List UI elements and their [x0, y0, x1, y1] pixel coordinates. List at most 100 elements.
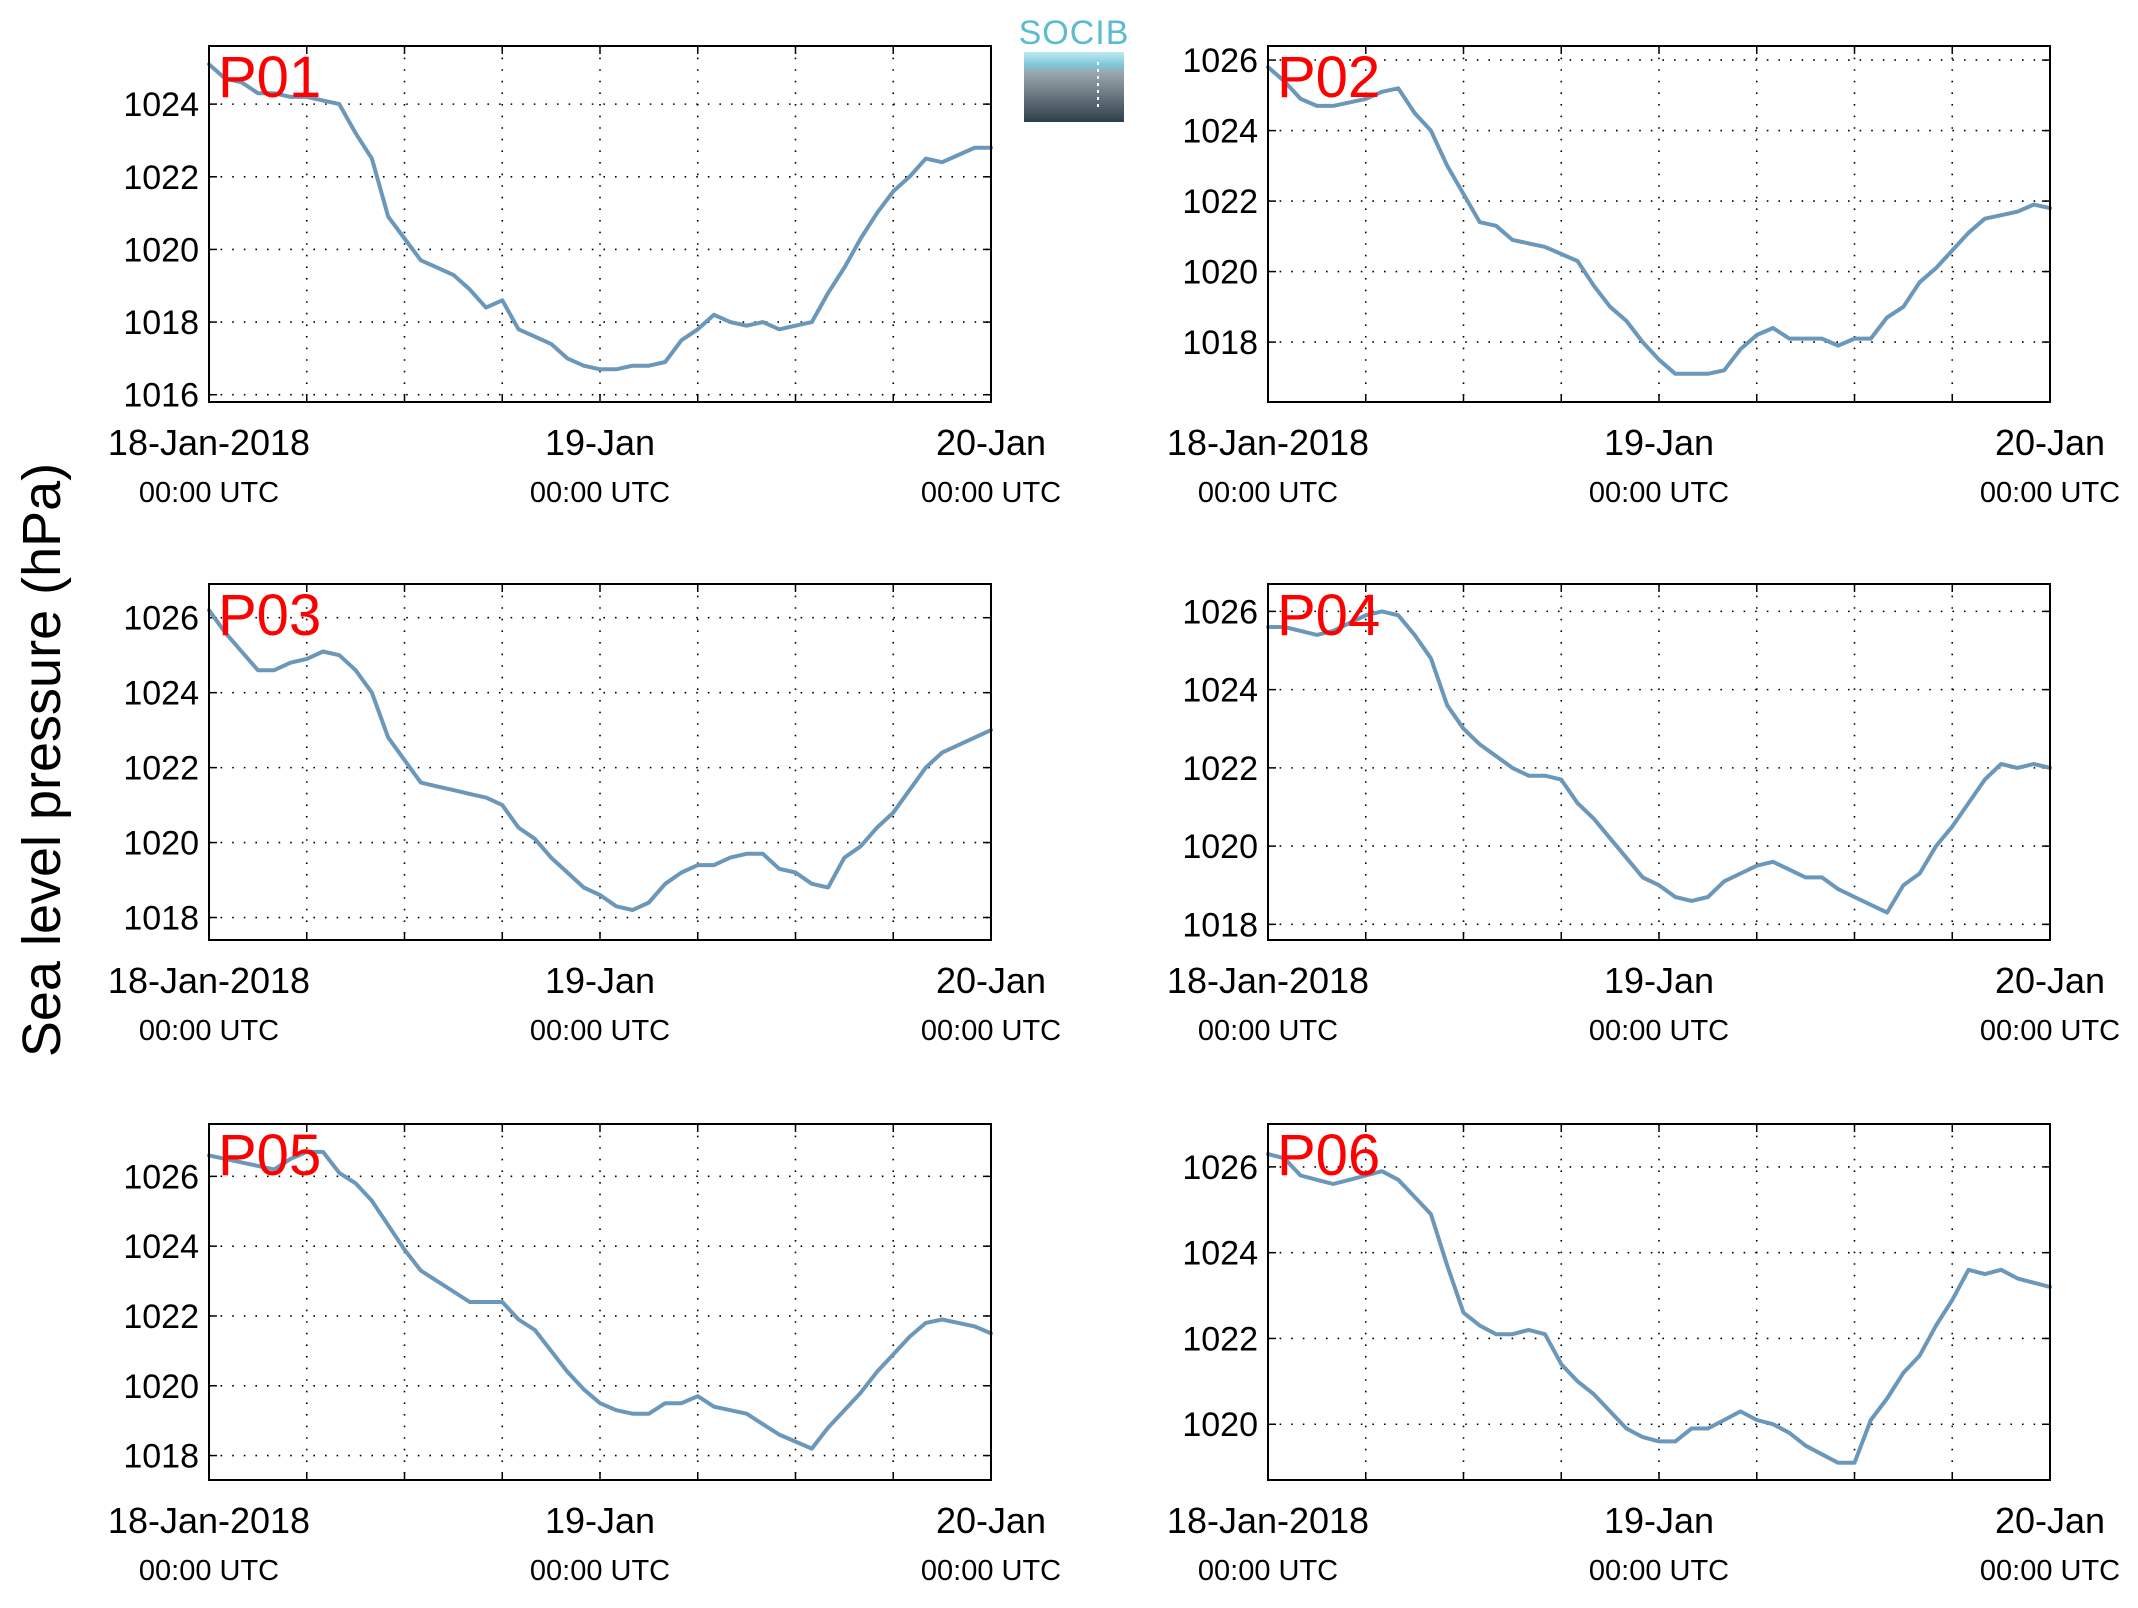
x-tick-label: 19-Jan	[1604, 960, 1714, 1001]
x-tick-label: 20-Jan	[1995, 422, 2105, 463]
y-tick-label: 1024	[123, 1228, 199, 1266]
series-line	[207, 62, 993, 372]
y-tick-label: 1026	[123, 1158, 199, 1196]
grid	[209, 1124, 991, 1480]
x-tick-label: 19-Jan	[545, 422, 655, 463]
grid	[1268, 1124, 2050, 1480]
series-line	[1266, 609, 2052, 915]
axes-frame	[1267, 583, 2051, 941]
panel-p02: 1018 1020 1022 1024 1026 18-Jan-2018 00:00 UTC…	[1167, 42, 2120, 509]
series-line	[1266, 1152, 2052, 1465]
y-tick-label: 1024	[1182, 672, 1258, 710]
y-tick-label: 1022	[1182, 750, 1258, 788]
x-tick-sublabel: 00:00 UTC	[530, 1555, 670, 1587]
y-tick-label: 1022	[123, 750, 199, 788]
x-tick-sublabel: 00:00 UTC	[921, 1015, 1061, 1047]
y-tick-label: 1022	[123, 159, 199, 197]
y-tick-label: 1020	[1182, 828, 1258, 866]
panel-label: P04	[1277, 583, 1380, 648]
logo-wave-block	[1024, 52, 1124, 122]
x-tick-label: 20-Jan	[936, 960, 1046, 1001]
x-tick-label: 18-Jan-2018	[108, 960, 310, 1001]
grid	[1268, 46, 2050, 402]
y-tick-label: 1022	[1182, 1320, 1258, 1358]
y-tick-label: 1024	[123, 675, 199, 713]
x-tick-label: 18-Jan-2018	[1167, 1500, 1369, 1541]
x-tick-sublabel: 00:00 UTC	[1980, 477, 2120, 509]
x-tick-sublabel: 00:00 UTC	[1980, 1555, 2120, 1587]
y-tick-label: 1024	[1182, 113, 1258, 151]
x-tick-sublabel: 00:00 UTC	[1198, 1555, 1338, 1587]
x-tick-label: 18-Jan-2018	[108, 422, 310, 463]
y-tick-label: 1026	[1182, 42, 1258, 80]
panel-p06: 1020 1022 1024 1026 18-Jan-2018 00:00 UTC 19-J…	[1167, 1123, 2120, 1587]
x-tick-label: 19-Jan	[1604, 422, 1714, 463]
x-tick-sublabel: 00:00 UTC	[530, 477, 670, 509]
y-tick-label: 1026	[1182, 1149, 1258, 1187]
y-tick-label: 1022	[1182, 183, 1258, 221]
x-tick-sublabel: 00:00 UTC	[1198, 477, 1338, 509]
y-tick-label: 1018	[123, 1438, 199, 1476]
x-tick-sublabel: 00:00 UTC	[1589, 477, 1729, 509]
x-tick-label: 20-Jan	[936, 422, 1046, 463]
x-tick-label: 20-Jan	[936, 1500, 1046, 1541]
panel-p05: 1018 1020 1022 1024 1026 18-Jan-2018 00:00 UTC…	[108, 1123, 1061, 1587]
y-tick-label: 1016	[123, 377, 199, 415]
axes-frame	[208, 1123, 992, 1481]
panel-p01: 1016 1018 1020 1022 1024 18-Jan-2018 00:00 UTC…	[108, 45, 1061, 509]
x-tick-label: 18-Jan-2018	[1167, 422, 1369, 463]
y-tick-label: 1018	[1182, 324, 1258, 362]
x-tick-sublabel: 00:00 UTC	[921, 477, 1061, 509]
x-tick-sublabel: 00:00 UTC	[1198, 1015, 1338, 1047]
x-tick-sublabel: 00:00 UTC	[530, 1015, 670, 1047]
panel-p03: 1018 1020 1022 1024 1026 18-Jan-2018 00:00 UTC…	[108, 583, 1061, 1047]
x-tick-sublabel: 00:00 UTC	[921, 1555, 1061, 1587]
x-tick-label: 19-Jan	[545, 1500, 655, 1541]
y-tick-label: 1024	[123, 86, 199, 124]
grid	[209, 46, 991, 402]
x-tick-sublabel: 00:00 UTC	[1589, 1555, 1729, 1587]
series-line	[207, 608, 993, 912]
y-tick-label: 1018	[123, 900, 199, 938]
y-tick-label: 1020	[1182, 1406, 1258, 1444]
x-tick-label: 20-Jan	[1995, 960, 2105, 1001]
logo-text: SOCIB	[1019, 14, 1130, 52]
axes-frame	[1267, 45, 2051, 403]
y-tick-label: 1020	[123, 231, 199, 269]
y-tick-label: 1018	[123, 304, 199, 342]
panels: 1016 1018 1020 1022 1024 18-Jan-2018 00:00 UTC…	[108, 42, 2120, 1587]
x-tick-label: 20-Jan	[1995, 1500, 2105, 1541]
x-tick-sublabel: 00:00 UTC	[139, 477, 279, 509]
panel-label: P05	[218, 1123, 321, 1188]
series-line	[207, 1149, 993, 1451]
x-tick-sublabel: 00:00 UTC	[1589, 1015, 1729, 1047]
y-tick-label: 1026	[1182, 593, 1258, 631]
x-tick-sublabel: 00:00 UTC	[1980, 1015, 2120, 1047]
axes-frame	[1267, 1123, 2051, 1481]
y-tick-label: 1026	[123, 600, 199, 638]
axes-frame	[208, 583, 992, 941]
panel-label: P02	[1277, 45, 1380, 110]
y-tick-label: 1020	[1182, 254, 1258, 292]
panel-label: P06	[1277, 1123, 1380, 1188]
y-tick-label: 1018	[1182, 906, 1258, 944]
x-tick-sublabel: 00:00 UTC	[139, 1015, 279, 1047]
grid	[1268, 584, 2050, 940]
y-axis-label: Sea level pressure (hPa)	[12, 463, 72, 1057]
x-tick-label: 19-Jan	[1604, 1500, 1714, 1541]
x-tick-label: 18-Jan-2018	[1167, 960, 1369, 1001]
x-tick-label: 19-Jan	[545, 960, 655, 1001]
axes-frame	[208, 45, 992, 403]
panel-label: P03	[218, 583, 321, 648]
y-tick-label: 1020	[123, 825, 199, 863]
grid	[209, 584, 991, 940]
x-tick-label: 18-Jan-2018	[108, 1500, 310, 1541]
panel-p04: 1018 1020 1022 1024 1026 18-Jan-2018 00:00 UTC…	[1167, 583, 2120, 1047]
socib-logo: SOCIB	[1019, 14, 1130, 122]
y-tick-label: 1022	[123, 1298, 199, 1336]
series-line	[1266, 65, 2052, 376]
y-tick-label: 1024	[1182, 1235, 1258, 1273]
panel-label: P01	[218, 45, 321, 110]
x-tick-sublabel: 00:00 UTC	[139, 1555, 279, 1587]
